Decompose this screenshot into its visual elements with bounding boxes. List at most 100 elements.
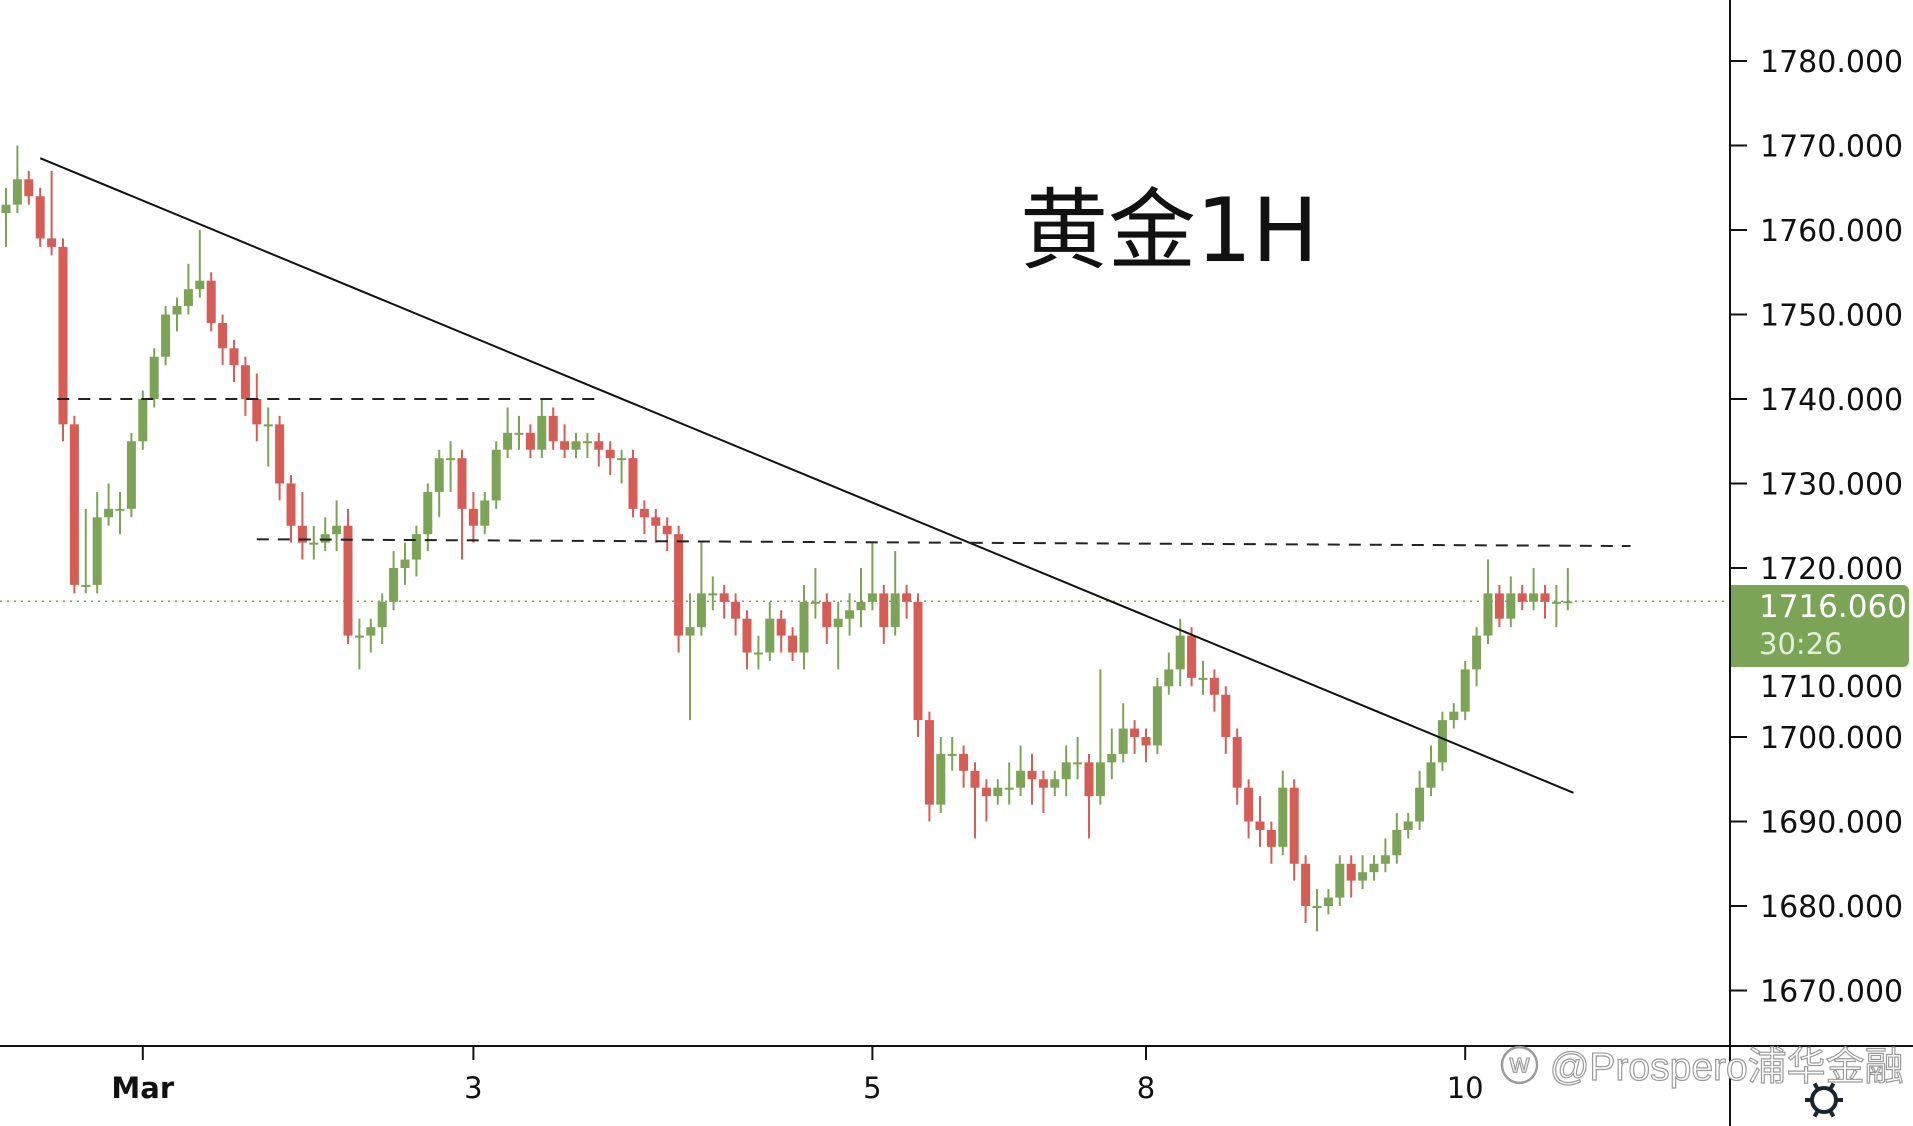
x-tick-label: 3 [464, 1071, 482, 1105]
candle-body [936, 753, 946, 805]
candle-body [240, 365, 250, 399]
candle-body [1289, 787, 1299, 864]
candle-body [149, 356, 159, 399]
candle-body [1255, 821, 1265, 830]
candle-body [959, 753, 969, 771]
candle-body [1232, 737, 1242, 788]
candle-body [1198, 677, 1208, 680]
candle-body [856, 601, 866, 611]
candle-body [1312, 906, 1322, 908]
candle-body [332, 525, 342, 535]
candle-body [1095, 762, 1105, 797]
candle-body [1209, 677, 1219, 695]
candle-body [126, 441, 136, 509]
candle-body [58, 246, 68, 425]
y-tick-label: 1700.000 [1760, 721, 1903, 756]
candle-body [845, 610, 855, 619]
candle-body [206, 280, 216, 323]
candle-body [947, 753, 957, 756]
y-tick-label: 1760.000 [1760, 214, 1903, 249]
y-tick-label: 1680.000 [1760, 890, 1903, 925]
candle-body [389, 568, 399, 602]
candle-body [1380, 855, 1390, 864]
candle-body [514, 432, 524, 435]
candle-body [218, 322, 228, 349]
weibo-icon: ⓦ [1499, 1045, 1550, 1089]
x-tick-label: 10 [1447, 1071, 1484, 1105]
candle-body [788, 635, 798, 653]
candle-body [1529, 593, 1539, 602]
candle-body [320, 534, 330, 543]
candle-body [1483, 593, 1493, 636]
candle-body [35, 196, 45, 239]
chart-title: 黄金1H [1020, 179, 1319, 282]
y-tick-label: 1670.000 [1760, 975, 1903, 1010]
candle-body [172, 306, 182, 315]
candle-body [1187, 635, 1197, 678]
candle-body [1551, 601, 1561, 604]
candle-body [161, 314, 171, 357]
x-tick-label: 5 [863, 1071, 881, 1105]
candle-body [810, 601, 820, 604]
candle-body [1358, 872, 1368, 881]
candle-body [1141, 737, 1151, 746]
dashed-level-line [256, 538, 1631, 548]
candle-body [993, 787, 1003, 797]
candle-body [753, 652, 763, 655]
candle-body [617, 458, 627, 461]
y-tick-label: 1720.000 [1760, 552, 1903, 587]
candle-body [377, 601, 387, 628]
candle-body [12, 179, 22, 205]
candle-body [571, 441, 581, 450]
candle-body [1004, 787, 1014, 790]
candle-body [1038, 779, 1048, 788]
candle-body [924, 720, 934, 805]
y-tick-label: 1750.000 [1760, 299, 1903, 334]
y-tick-label: 1770.000 [1760, 130, 1903, 165]
candle-body [69, 424, 79, 585]
candle-body [594, 441, 604, 450]
candle-body [765, 618, 775, 653]
candle-body [1517, 593, 1527, 602]
candle-body [1073, 762, 1083, 765]
candle-body [1164, 669, 1174, 687]
candle-body [1221, 694, 1231, 737]
candle-body [229, 348, 239, 366]
candle-body [446, 458, 456, 461]
candle-body [423, 491, 433, 535]
candle-body [366, 627, 376, 636]
candle-body [400, 559, 410, 568]
candle-body [286, 483, 296, 526]
candle-body [1437, 720, 1447, 763]
candle-body [1506, 593, 1516, 619]
candle-body [651, 517, 661, 526]
candle-body [1027, 770, 1037, 780]
candle-body [696, 593, 706, 628]
candle-body [1061, 762, 1071, 780]
candle-body [1050, 779, 1060, 788]
candle-body [468, 508, 478, 526]
candle-body [480, 500, 490, 526]
bar-countdown: 30:26 [1759, 627, 1843, 661]
candle-body [1175, 635, 1185, 670]
candle-body [491, 449, 501, 501]
candle-body [525, 432, 535, 450]
candle-body [115, 508, 125, 511]
candle-body [1563, 601, 1573, 604]
x-tick-label: Mar [111, 1071, 174, 1105]
candle-body [867, 593, 877, 602]
candle-body [1301, 863, 1311, 906]
candle-body [742, 618, 752, 653]
candle-body [776, 618, 786, 636]
candle-body [1084, 762, 1094, 797]
candle-body [719, 593, 729, 602]
watermark: ⓦ @Prospero浦华金融 [1499, 1045, 1904, 1089]
candle-body [1244, 787, 1254, 822]
y-tick-label: 1710.000 [1760, 670, 1903, 705]
gear-icon[interactable] [1805, 1082, 1843, 1118]
candle-body [582, 441, 592, 444]
candle-body [1266, 829, 1276, 847]
candle-body [1335, 863, 1345, 898]
candle-body [343, 525, 353, 636]
